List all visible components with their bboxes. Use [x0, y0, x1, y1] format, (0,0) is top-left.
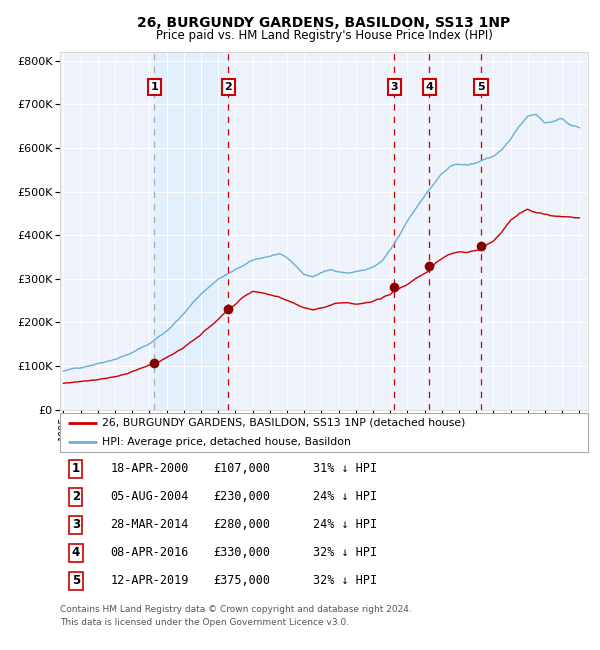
Bar: [154, 52, 229, 410]
Text: 1: 1: [72, 463, 80, 476]
Text: 05-AUG-2004: 05-AUG-2004: [110, 490, 188, 503]
Text: 12-APR-2019: 12-APR-2019: [110, 575, 188, 588]
Text: 3: 3: [72, 519, 80, 532]
Text: 26, BURGUNDY GARDENS, BASILDON, SS13 1NP (detached house): 26, BURGUNDY GARDENS, BASILDON, SS13 1NP…: [102, 417, 466, 428]
Text: 32% ↓ HPI: 32% ↓ HPI: [313, 575, 377, 588]
Text: This data is licensed under the Open Government Licence v3.0.: This data is licensed under the Open Gov…: [60, 618, 349, 627]
Text: 32% ↓ HPI: 32% ↓ HPI: [313, 546, 377, 559]
Text: 18-APR-2000: 18-APR-2000: [110, 463, 188, 476]
Text: 24% ↓ HPI: 24% ↓ HPI: [313, 490, 377, 503]
Text: 4: 4: [72, 546, 80, 559]
Text: 31% ↓ HPI: 31% ↓ HPI: [313, 463, 377, 476]
Text: £375,000: £375,000: [213, 575, 270, 588]
Text: 2: 2: [224, 82, 232, 92]
Text: 4: 4: [425, 82, 433, 92]
Text: 28-MAR-2014: 28-MAR-2014: [110, 519, 188, 532]
Text: 24% ↓ HPI: 24% ↓ HPI: [313, 519, 377, 532]
Text: 2: 2: [72, 490, 80, 503]
Text: £107,000: £107,000: [213, 463, 270, 476]
Text: 5: 5: [477, 82, 485, 92]
Text: Contains HM Land Registry data © Crown copyright and database right 2024.: Contains HM Land Registry data © Crown c…: [60, 605, 412, 614]
Text: 26, BURGUNDY GARDENS, BASILDON, SS13 1NP: 26, BURGUNDY GARDENS, BASILDON, SS13 1NP: [137, 16, 511, 31]
Text: 1: 1: [151, 82, 158, 92]
Text: £280,000: £280,000: [213, 519, 270, 532]
Text: Price paid vs. HM Land Registry's House Price Index (HPI): Price paid vs. HM Land Registry's House …: [155, 29, 493, 42]
Text: 08-APR-2016: 08-APR-2016: [110, 546, 188, 559]
Text: £230,000: £230,000: [213, 490, 270, 503]
Text: £330,000: £330,000: [213, 546, 270, 559]
Text: 3: 3: [391, 82, 398, 92]
Text: 5: 5: [72, 575, 80, 588]
Text: HPI: Average price, detached house, Basildon: HPI: Average price, detached house, Basi…: [102, 437, 351, 447]
